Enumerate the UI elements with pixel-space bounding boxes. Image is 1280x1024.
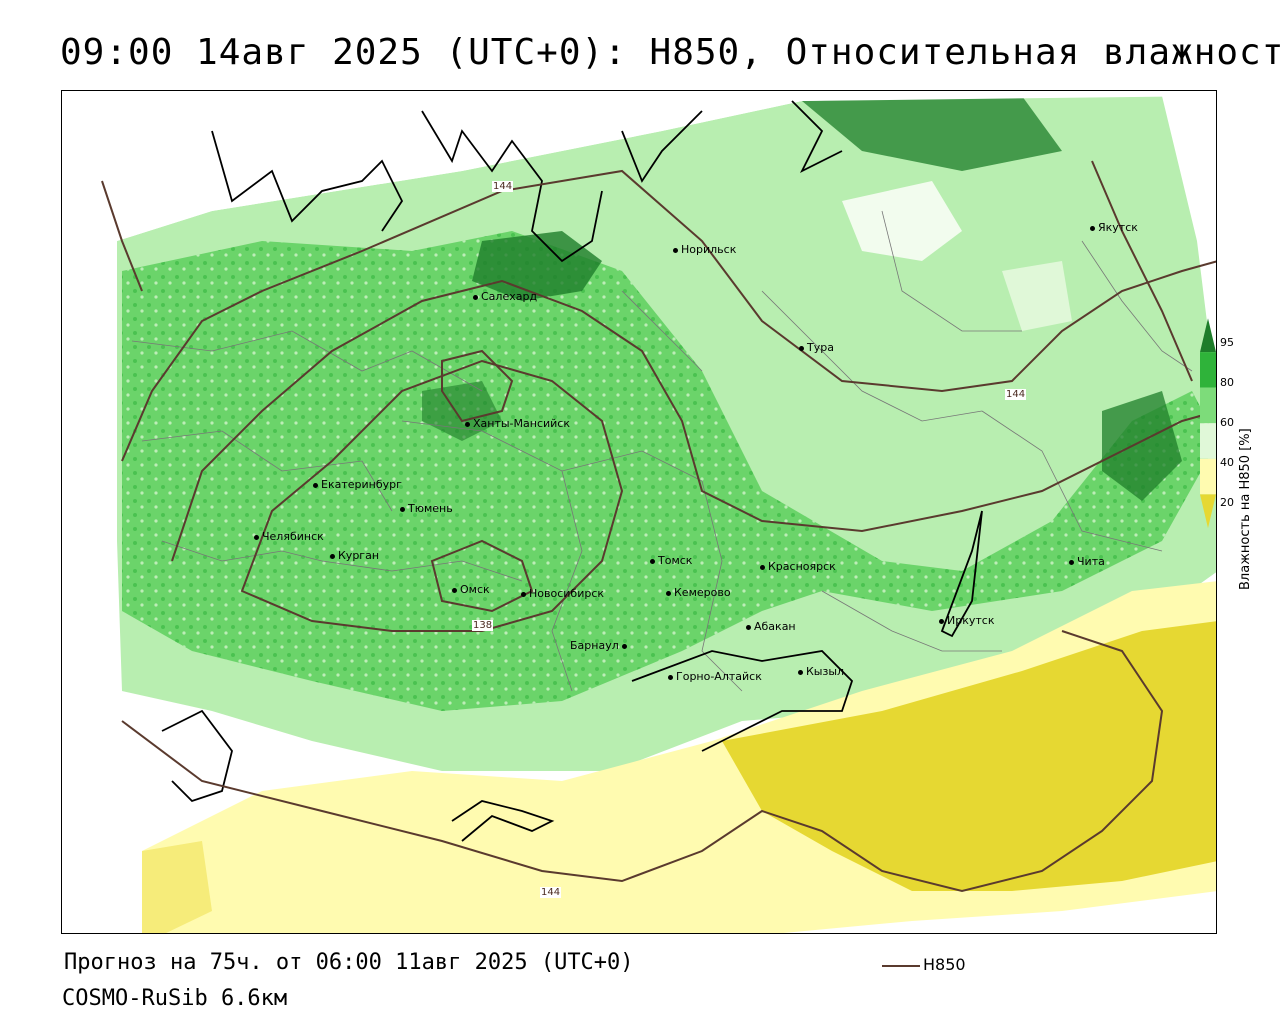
city-marker: Салехард (473, 291, 537, 303)
city-marker: Ханты-Мансийск (465, 418, 570, 430)
colorbar-tick: 20 (1220, 496, 1234, 509)
city-marker: Норильск (673, 244, 736, 256)
city-dot-icon (621, 643, 627, 649)
saturated-patch (472, 231, 602, 301)
city-marker: Омск (452, 584, 490, 596)
city-dot-icon (939, 618, 944, 624)
city-marker: Барнаул (570, 640, 630, 652)
city-dot-icon (1069, 559, 1074, 565)
dry-patch (1002, 261, 1072, 331)
humid-texture (122, 231, 1216, 711)
city-marker: Екатеринбург (313, 479, 402, 491)
city-marker: Томск (650, 555, 692, 567)
contour-label: 144 (492, 181, 514, 192)
line-swatch-icon (882, 964, 920, 967)
colorbar-20-40 (1200, 458, 1216, 495)
colorbar-lt20 (1200, 494, 1216, 529)
city-dot-icon (465, 421, 470, 427)
city-dot-icon (650, 558, 655, 564)
forecast-info: Прогноз на 75ч. от 06:00 11авг 2025 (UTC… (64, 950, 634, 975)
humidity-map (62, 91, 1216, 933)
city-marker: Иркутск (939, 615, 994, 627)
city-marker: Тюмень (400, 503, 453, 515)
colorbar-title: Влажность на H850 [%] (1238, 428, 1253, 590)
city-dot-icon (313, 482, 318, 488)
colorbar-40-60 (1200, 423, 1216, 459)
saturated-patch (1102, 391, 1182, 501)
city-marker: Новосибирск (521, 588, 604, 600)
contour-label: 144 (1005, 389, 1027, 400)
city-dot-icon (521, 591, 526, 597)
city-dot-icon (799, 345, 804, 351)
dry-zone-edge (142, 841, 212, 933)
city-marker: Якутск (1090, 222, 1138, 234)
colorbar-60-80 (1200, 387, 1216, 424)
city-dot-icon (760, 564, 765, 570)
model-name: COSMO-RuSib 6.6км (62, 986, 288, 1011)
city-marker: Чита (1069, 556, 1105, 568)
city-marker: Красноярск (760, 561, 836, 573)
city-marker: Челябинск (254, 531, 324, 543)
contour-line-legend: H850 (882, 955, 966, 974)
city-marker: Курган (330, 550, 379, 562)
city-dot-icon (330, 553, 335, 559)
city-dot-icon (746, 624, 751, 630)
city-dot-icon (254, 534, 259, 540)
city-dot-icon (452, 587, 457, 593)
outside-domain (62, 91, 1216, 241)
city-marker: Кемерово (666, 587, 731, 599)
map-panel: 144 144 144 138 Норильск Якутск Салехард… (61, 90, 1217, 934)
dry-zone-lt20 (722, 621, 1216, 891)
city-dot-icon (673, 247, 678, 253)
contour-label: 138 (472, 620, 494, 631)
outside-domain (62, 91, 122, 933)
city-marker: Кызыл (798, 666, 844, 678)
colorbar-80-95 (1200, 352, 1216, 388)
city-dot-icon (1090, 225, 1095, 231)
coastlines (161, 100, 983, 842)
city-dot-icon (400, 506, 405, 512)
saturated-patch (802, 96, 1062, 171)
colorbar-tick: 60 (1220, 416, 1234, 429)
colorbar-tick: 80 (1220, 376, 1234, 389)
h850-contours (101, 160, 1216, 893)
city-marker: Абакан (746, 621, 796, 633)
colorbar-gt95 (1200, 318, 1216, 353)
colorbar-swatches (1200, 318, 1216, 529)
city-dot-icon (473, 294, 478, 300)
contour-label: 144 (540, 887, 562, 898)
city-marker: Тура (799, 342, 834, 354)
colorbar-tick: 40 (1220, 456, 1234, 469)
region-borders (131, 210, 1193, 692)
page-title: 09:00 14авг 2025 (UTC+0): H850, Относите… (60, 32, 1280, 73)
city-marker: Горно-Алтайск (668, 671, 762, 683)
city-dot-icon (798, 669, 803, 675)
colorbar-tick: 95 (1220, 336, 1234, 349)
dry-patch (842, 181, 962, 261)
city-dot-icon (668, 674, 673, 680)
colorbar: 95 80 60 40 20 Влажность на H850 [%] (1200, 305, 1270, 595)
city-dot-icon (666, 590, 671, 596)
